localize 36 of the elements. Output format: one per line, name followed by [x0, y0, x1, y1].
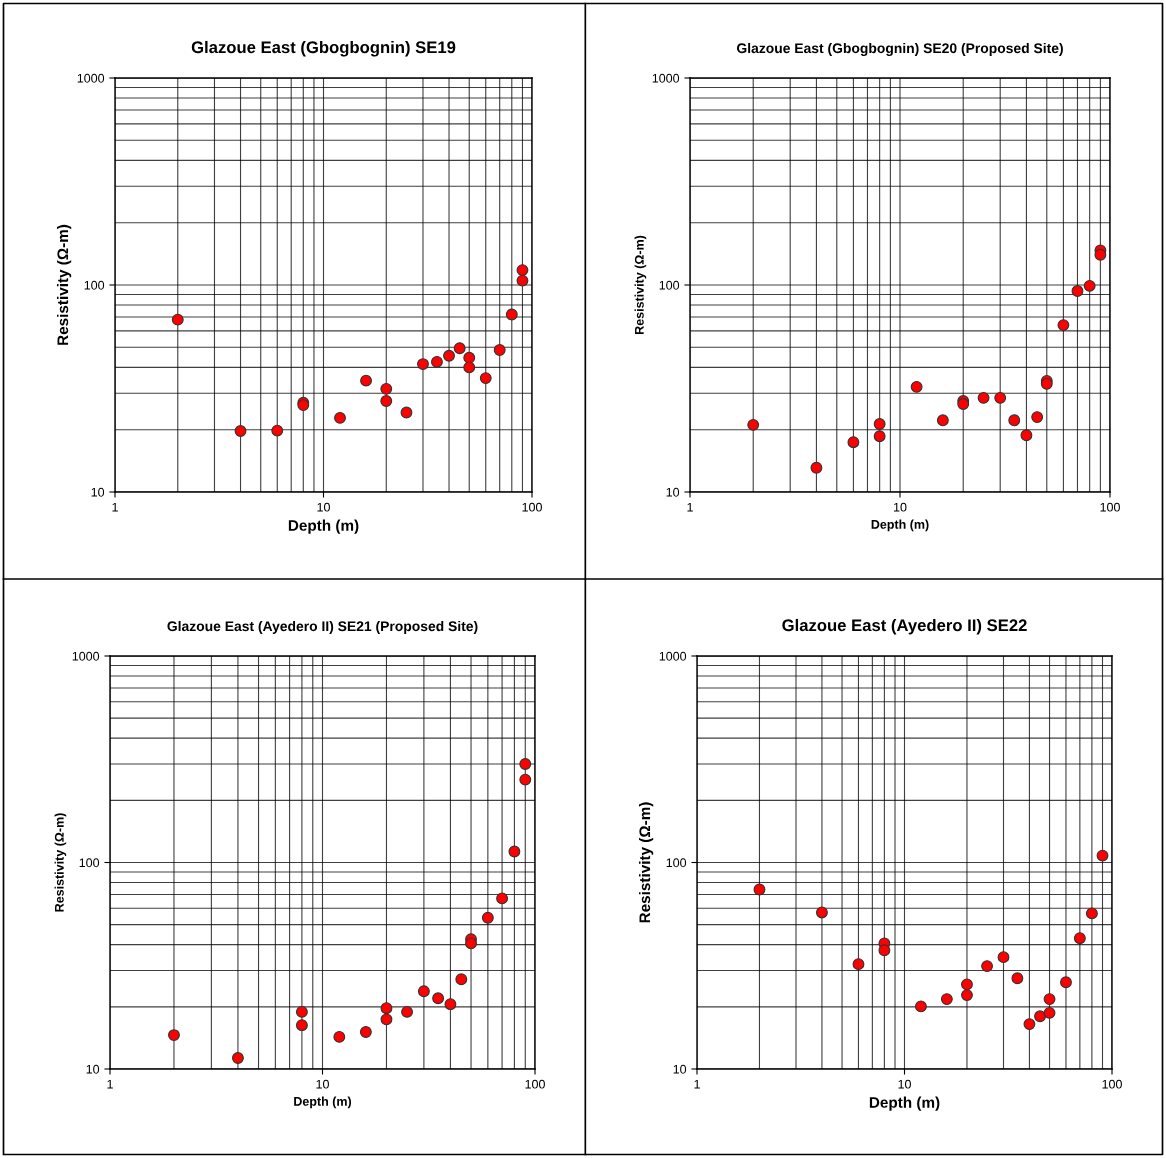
y-tick-label: 1000	[72, 651, 100, 661]
x-axis-title: Depth (m)	[294, 1096, 352, 1109]
y-axis-title: Resistivity (Ω-m)	[56, 224, 72, 345]
y-tick-label: 100	[659, 280, 680, 290]
y-tick-label: 10	[86, 1064, 100, 1074]
chart-title: Glazoue East (Ayedero II) SE22	[782, 618, 1027, 635]
y-tick-label: 100	[666, 858, 687, 868]
x-axis-title: Depth (m)	[288, 519, 359, 534]
x-tick-label: 10	[894, 502, 907, 512]
chart-title: Glazoue East (Ayedero II) SE21 (Proposed Site)	[167, 620, 478, 634]
x-tick-label: 100	[1100, 502, 1120, 512]
x-tick-label: 10	[317, 502, 330, 512]
y-axis-title: Resistivity (Ω-m)	[634, 235, 647, 334]
y-tick-label: 100	[79, 858, 100, 868]
x-axis-title: Depth (m)	[871, 519, 929, 532]
y-tick-label: 1000	[77, 73, 105, 83]
x-tick-label: 1	[112, 502, 118, 512]
chart-title: Glazoue East (Gbogbognin) SE19	[191, 40, 456, 57]
y-tick-label: 10	[673, 1064, 687, 1074]
x-tick-label: 10	[316, 1079, 329, 1089]
x-tick-label: 1	[107, 1079, 113, 1089]
y-axis-title: Resistivity (Ω-m)	[54, 813, 67, 912]
chart-title: Glazoue East (Gbogbognin) SE20 (Proposed Site)	[736, 42, 1063, 56]
x-tick-label: 100	[522, 502, 542, 512]
y-tick-label: 10	[666, 487, 680, 497]
x-axis-title: Depth (m)	[869, 1096, 940, 1111]
y-tick-label: 1000	[652, 73, 680, 83]
y-tick-label: 100	[84, 280, 105, 290]
x-tick-label: 1	[687, 502, 693, 512]
x-tick-label: 100	[1102, 1079, 1122, 1089]
y-tick-label: 10	[91, 487, 105, 497]
x-tick-label: 1	[694, 1079, 700, 1089]
x-tick-label: 10	[898, 1079, 911, 1089]
y-tick-label: 1000	[659, 651, 687, 661]
y-axis-title: Resistivity (Ω-m)	[638, 802, 654, 923]
x-tick-label: 100	[525, 1079, 545, 1089]
